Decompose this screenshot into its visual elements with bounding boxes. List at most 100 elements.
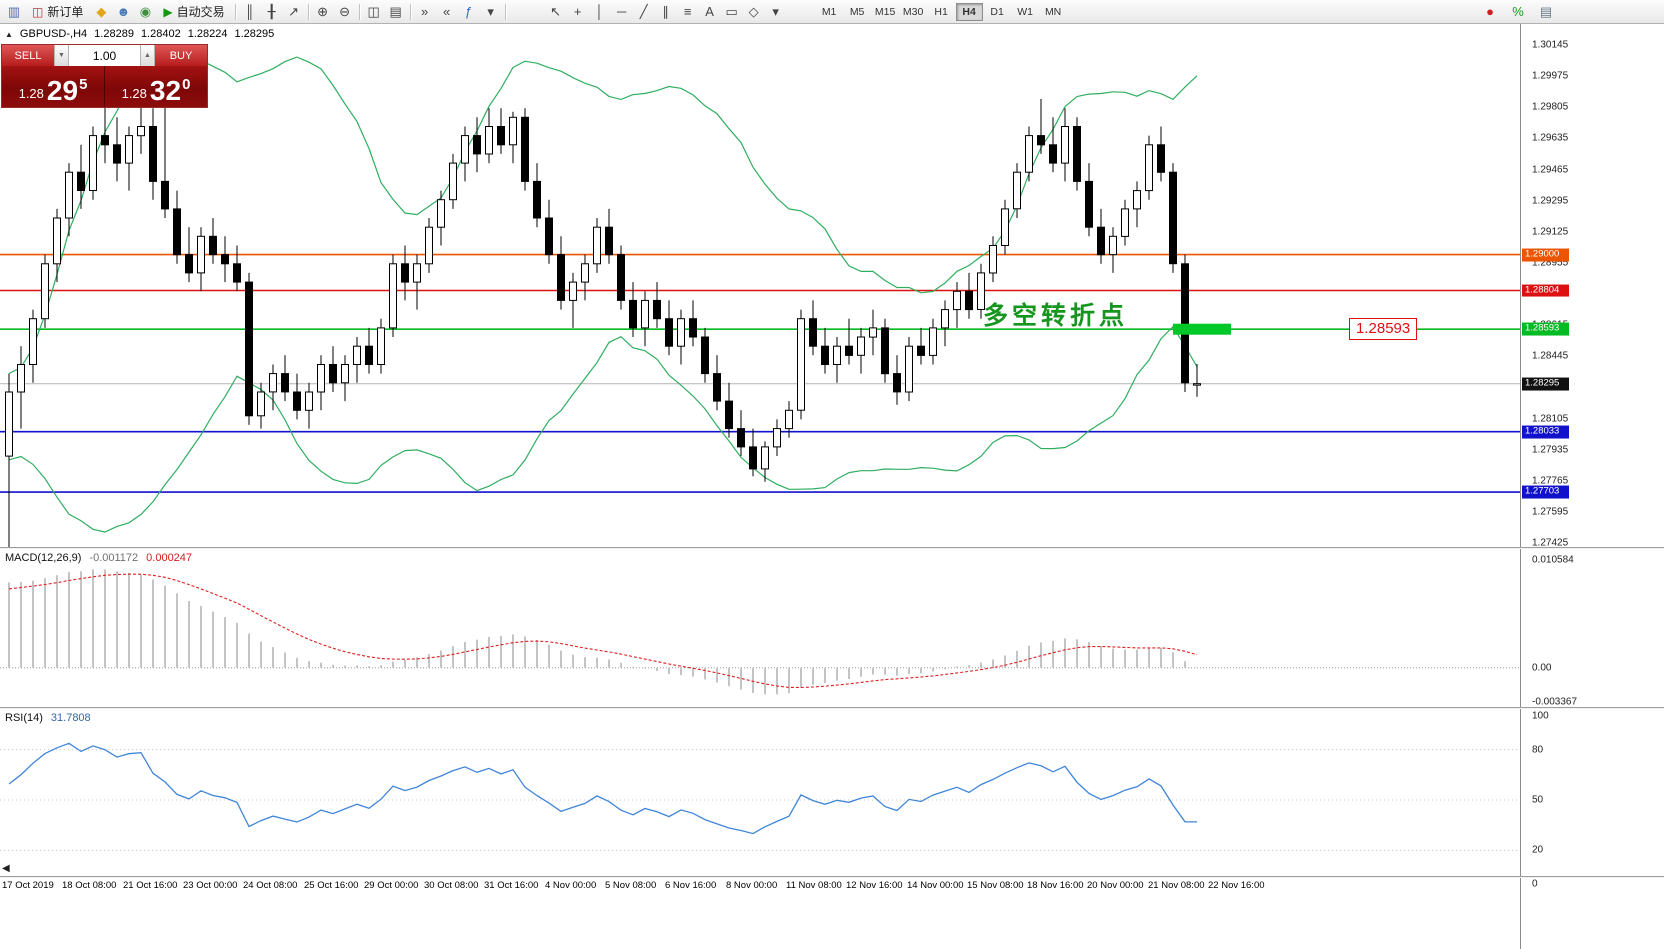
text-icon[interactable]: A [705,4,714,19]
candle [113,144,121,164]
price-callout-label[interactable]: 1.28593 [1349,318,1418,340]
fibonacci-icon[interactable]: ≡ [683,4,692,19]
trendline-icon[interactable]: ╱ [639,3,648,19]
channel-icon[interactable]: ∥ [662,3,669,19]
timeframe-m15[interactable]: M15 [874,5,896,18]
shapes-dropdown-icon[interactable]: ▾ [772,3,779,19]
shapes-icon[interactable]: ◇ [748,3,759,19]
buy-price-prefix: 1.28 [121,86,147,101]
selected-line-handle[interactable] [1173,323,1231,335]
zoom-out-icon[interactable]: ⊖ [339,3,351,19]
collapse-panel-icon[interactable]: ▲ [5,29,13,39]
time-axis[interactable]: 17 Oct 2019 18 Oct 08:00 21 Oct 16:00 23 Oc… [0,878,1520,894]
candle [677,318,685,347]
new-chart-icon[interactable]: ▥ [7,3,21,19]
buy-price[interactable]: 1.28 32 0 [105,66,207,107]
timeframe-mn[interactable]: MN [1044,5,1062,18]
chart-text-annotation[interactable]: 多空转折点 [983,303,1129,330]
percent-change-icon[interactable]: % [1512,4,1524,19]
candle [1133,190,1141,210]
indicators-dropdown-icon[interactable]: ▾ [487,3,494,19]
macd-signal-line [8,573,1198,689]
panel-separator[interactable] [0,547,1664,549]
cursor-icon[interactable]: ↖ [550,3,562,19]
vertical-line-icon[interactable]: │ [595,4,604,19]
crosshair-icon[interactable]: + [573,4,582,19]
volume-input[interactable] [69,45,140,66]
timeframe-m1[interactable]: M1 [821,5,837,18]
market-watch-icon[interactable]: ☻ [116,4,131,19]
candlestick-chart-icon[interactable]: ╂ [267,3,276,19]
cascade-windows-icon[interactable]: ▤ [389,3,402,19]
candle [569,281,577,301]
candle [29,318,37,366]
candle [725,400,733,430]
candle [557,254,565,301]
timeframe-w1[interactable]: W1 [1017,5,1033,18]
macd-panel[interactable] [0,549,1520,707]
candle [665,318,673,347]
price-tick: 1.28105 [1532,413,1569,424]
timeframe-m30[interactable]: M30 [902,5,924,18]
time-label: 23 Oct 00:00 [183,880,238,891]
candle [221,254,229,265]
volume-increase-button[interactable]: ▲ [140,45,155,66]
bar-chart-icon[interactable]: ║ [245,4,255,19]
timeframe-h1[interactable]: H1 [934,5,948,18]
volume-decrease-button[interactable]: ▼ [54,45,69,66]
candle [137,126,145,137]
ohlc-close: 1.28295 [234,28,275,40]
timeframe-m5[interactable]: M5 [849,5,865,18]
price-tick: 1.29295 [1532,195,1569,207]
rsi-scale-label: 50 [1532,794,1544,806]
timeframe-h4[interactable]: H4 [955,2,983,21]
rsi-panel[interactable] [0,709,1520,876]
macd-main-value: -0.001172 [89,552,139,564]
sell-button[interactable]: SELL [2,45,54,66]
candle [605,226,613,256]
panel-separator[interactable] [0,876,1664,878]
candle [209,235,217,256]
alert-icon[interactable]: ● [1486,4,1494,19]
auto-scroll-icon[interactable]: » [420,4,429,19]
candle [1013,171,1021,210]
sell-price[interactable]: 1.28 29 5 [2,66,105,107]
candle [1073,126,1081,182]
autotrade-button[interactable]: ▶ 自动交易 [157,2,230,21]
candle [581,263,589,283]
toolbar-right-icons: ●% ▤ [1480,2,1556,21]
price-chart[interactable] [0,24,1520,547]
price-tick: 1.28955 [1532,257,1569,269]
navigator-icon[interactable]: ◉ [139,3,152,19]
candle [185,254,193,274]
chart-shift-icon[interactable]: « [442,4,451,19]
label-icon[interactable]: ▭ [725,3,738,19]
candle [437,199,445,228]
news-icon[interactable]: ▤ [1539,3,1553,19]
candle [965,290,973,311]
timeframe-d1[interactable]: D1 [990,5,1004,18]
new-order-button[interactable]: ◫ 新订单 [26,2,89,21]
tile-windows-icon[interactable]: ◫ [367,3,380,19]
price-scale[interactable]: 1.30145 1.29975 1.29805 1.29635 1.29465 1.292… [1520,24,1664,949]
macd-histogram [8,569,1198,695]
horizontal-line-icon[interactable]: ─ [617,4,627,19]
candle [197,235,205,274]
candle [317,364,325,393]
ohlc-open: 1.28289 [94,28,134,40]
candle [653,299,661,320]
candle [1157,144,1165,173]
zoom-in-icon[interactable]: ⊕ [317,3,329,19]
candle [905,345,913,393]
candle [233,263,241,283]
candle [89,135,97,191]
sell-price-big: 29 [46,75,79,107]
indicators-icon[interactable]: ƒ [464,4,473,19]
candle [593,226,601,265]
panel-separator[interactable] [0,707,1664,709]
profiles-icon[interactable]: ◆ [96,3,107,19]
line-chart-icon[interactable]: ↗ [288,3,300,19]
buy-button[interactable]: BUY [155,45,207,66]
candle [1193,383,1201,386]
price-tick: 1.29465 [1532,164,1569,175]
